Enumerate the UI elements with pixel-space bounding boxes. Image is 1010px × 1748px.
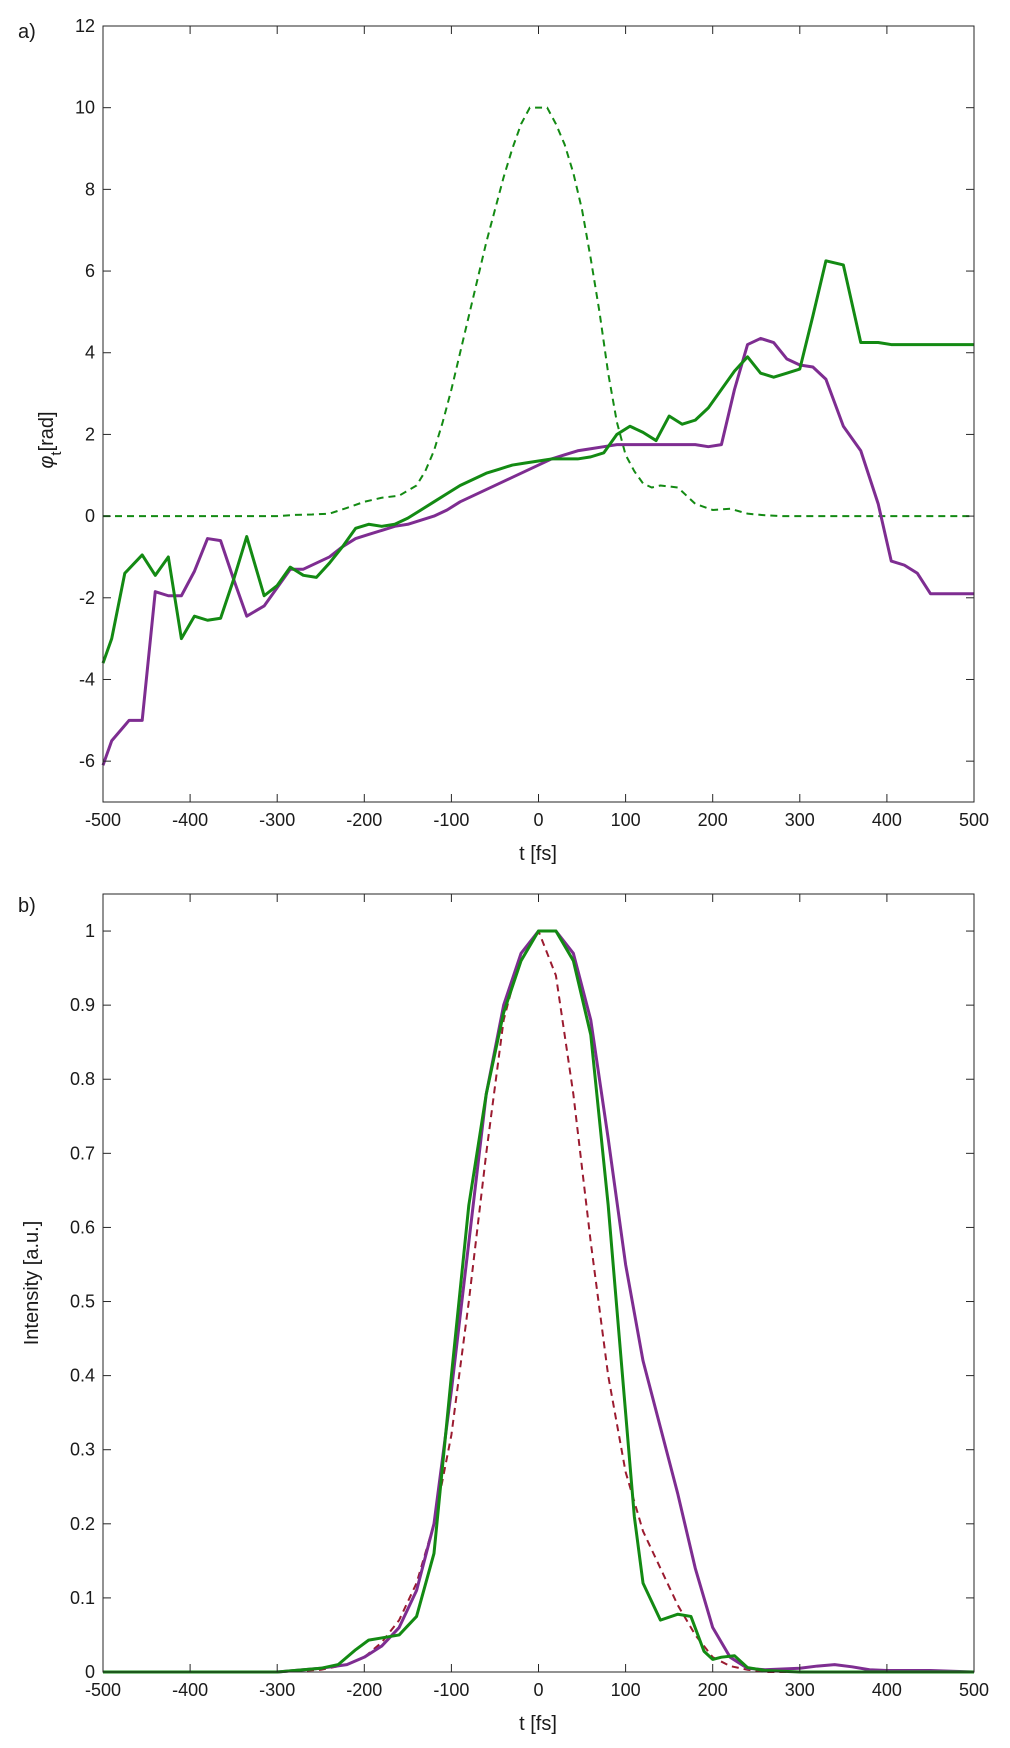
panel-a-series-purple [101,336,974,766]
panel-b-y-tick-label: 0.7 [70,1143,95,1163]
panel-a-y-axis-symbol: φ [36,456,58,469]
panel-b-x-tick-label: 400 [872,1680,902,1700]
panel-a-x-tick-label: 200 [698,810,728,830]
panel-b-y-tick-label: 0.4 [70,1366,95,1386]
panel-a-x-tick-label: 100 [611,810,641,830]
panel-a-x-ticks: -500 -400 -300 -200 -100 0 100 200 300 400 500 [85,26,989,830]
panel-b-y-tick-label: 0.1 [70,1588,95,1608]
panel-b-x-tick-label: 300 [785,1680,815,1700]
panel-a-x-tick-label: -200 [346,810,382,830]
panel-b-y-ticks: 0 0.1 0.2 0.3 0.4 0.5 0.6 0.7 0.8 0.9 1 [70,921,974,1682]
panel-b-series-green [103,929,974,1674]
panel-a-y-tick-label: 0 [85,506,95,526]
panel-a-y-tick-label: 2 [85,424,95,444]
panel-b-label: b) [18,895,36,917]
panel-b-x-tick-label: -200 [346,1680,382,1700]
panel-a-y-tick-label: 6 [85,261,95,281]
panel-b-x-tick-label: -300 [259,1680,295,1700]
panel-b-y-tick-label: 0.2 [70,1514,95,1534]
panel-a-y-tick-label: 4 [85,343,95,363]
panel-b-series-purple [103,929,975,1674]
panel-a-x-axis-label: t [fs] [519,843,557,865]
panel-b-x-tick-label: 100 [611,1680,641,1700]
panel-a-x-tick-label: -500 [85,810,121,830]
panel-a-series-green [101,259,974,664]
panel-b-x-tick-label: -100 [433,1680,469,1700]
panel-b-x-tick-label: 0 [533,1680,543,1700]
panel-b-x-tick-label: 500 [959,1680,989,1700]
panel-b-y-tick-label: 0.6 [70,1217,95,1237]
panel-a-y-tick-label: 12 [75,16,95,36]
panel-b-y-tick-label: 0.5 [70,1292,95,1312]
panel-b-x-axis-label: t [fs] [519,1713,557,1735]
panel-a-x-tick-label: -300 [259,810,295,830]
panel-a-x-tick-label: 300 [785,810,815,830]
panel-a-y-tick-label: -6 [79,751,95,771]
panel-a-y-ticks: -6 -4 -2 0 2 4 6 8 10 12 [75,16,974,771]
panel-b: b) -500 -400 -300 -200 -100 0 100 200 300 400 500 … [18,893,989,1735]
panel-b-y-tick-label: 0.8 [70,1069,95,1089]
panel-a-y-tick-label: 10 [75,98,95,118]
panel-a-axes-box [102,25,975,803]
panel-b-x-tick-label: -500 [85,1680,121,1700]
panel-a-x-tick-label: 0 [533,810,543,830]
panel-a-x-tick-label: -400 [172,810,208,830]
panel-a-y-tick-label: 8 [85,179,95,199]
panel-b-y-tick-label: 1 [85,921,95,941]
panel-b-y-tick-label: 0.9 [70,995,95,1015]
panel-a-y-tick-label: -2 [79,588,95,608]
panel-b-y-tick-label: 0.3 [70,1440,95,1460]
panel-a: a) -500 -400 -300 -200 -100 0 100 200 300 400 500 … [18,16,989,865]
panel-b-axes-box [102,893,975,1673]
panel-b-x-tick-label: 200 [698,1680,728,1700]
panel-a-y-axis-label: φt[rad] [36,411,65,468]
panel-a-y-axis-unit: [rad] [36,411,58,451]
panel-a-label: a) [18,21,36,43]
panel-b-y-tick-label: 0 [85,1662,95,1682]
panel-a-y-axis-subscript: t [48,451,65,456]
panel-a-series-dashed-green [103,106,974,518]
panel-a-series [101,106,974,766]
panel-b-series [103,929,975,1674]
panel-a-x-tick-label: -100 [433,810,469,830]
panel-b-series-dashed-red [103,930,974,1673]
panel-a-x-tick-label: 400 [872,810,902,830]
panel-b-y-axis-label: Intensity [a.u.] [21,1221,43,1346]
panel-b-x-tick-label: -400 [172,1680,208,1700]
svg-text:φt[rad]: φt[rad] [36,411,65,468]
panel-a-x-tick-label: 500 [959,810,989,830]
panel-b-x-ticks: -500 -400 -300 -200 -100 0 100 200 300 400 500 [85,894,989,1700]
panel-a-y-tick-label: -4 [79,669,95,689]
